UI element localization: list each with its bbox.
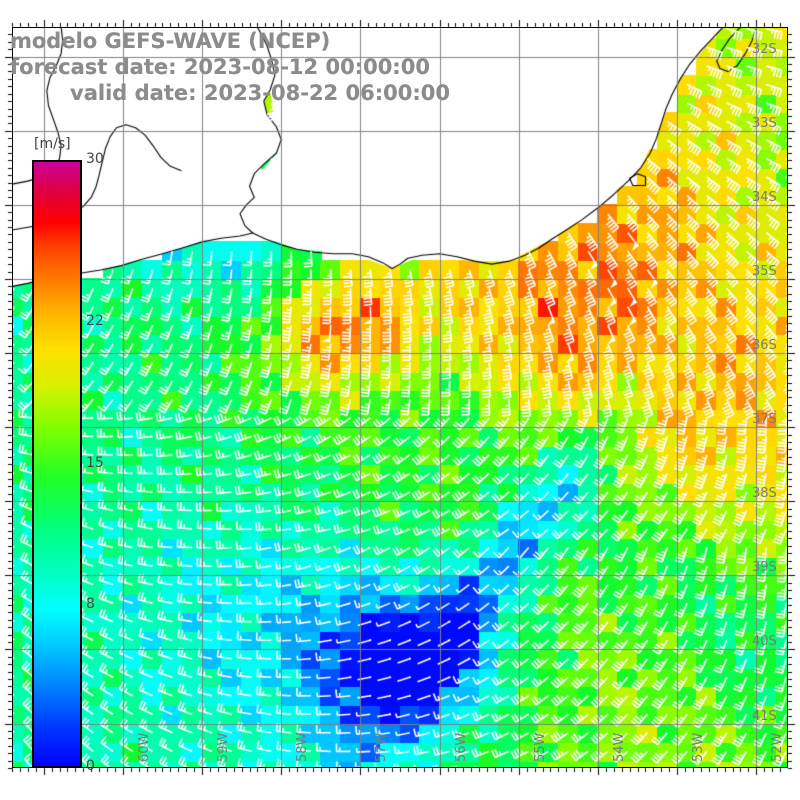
colorbar-gradient — [32, 160, 82, 768]
latitude-label-40s: 40S — [752, 634, 777, 650]
longitude-label-59w: 59W — [216, 732, 232, 762]
colorbar-tick-0: 0 — [86, 758, 95, 774]
longitude-label-60w: 60W — [136, 732, 152, 762]
colorbar-tick-22: 22 — [86, 312, 104, 329]
colorbar[interactable] — [32, 160, 82, 768]
longitude-label-54w: 54W — [611, 732, 627, 762]
latitude-label-38s: 38S — [752, 486, 777, 502]
colorbar-tick-15: 15 — [86, 454, 104, 471]
latitude-label-33s: 33S — [752, 115, 777, 131]
colorbar-unit-label: [m/s] — [34, 136, 71, 152]
longitude-label-58w: 58W — [295, 732, 311, 762]
colorbar-tick-30: 30 — [86, 151, 104, 167]
latitude-label-34s: 34S — [752, 189, 777, 205]
colorbar-tick-8: 8 — [86, 596, 95, 613]
latitude-label-35s: 35S — [752, 263, 777, 279]
latitude-label-37s: 37S — [752, 412, 777, 428]
longitude-label-52w: 52W — [770, 732, 786, 762]
latitude-label-41s: 41S — [752, 708, 777, 724]
longitude-label-55w: 55W — [532, 732, 548, 762]
longitude-label-56w: 56W — [453, 732, 469, 762]
latitude-label-32s: 32S — [752, 41, 777, 57]
longitude-label-57w: 57W — [374, 732, 390, 762]
latitude-label-39s: 39S — [752, 560, 777, 576]
longitude-label-53w: 53W — [691, 732, 707, 762]
latitude-label-36s: 36S — [752, 338, 777, 354]
